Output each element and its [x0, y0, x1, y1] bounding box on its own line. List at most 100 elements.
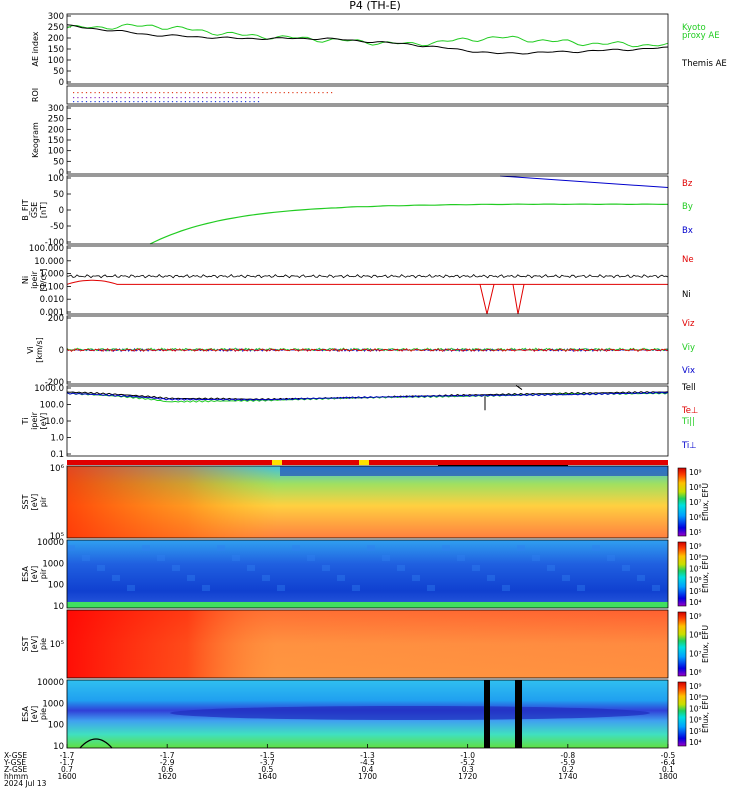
panel-frame	[66, 385, 669, 457]
roi-dot	[300, 92, 303, 94]
data-gap-bar	[484, 680, 490, 748]
roi-dot	[214, 92, 217, 94]
y-tick-label: 250	[48, 23, 64, 33]
panel-ylabel: [eV]	[30, 636, 39, 653]
esa-texture	[562, 575, 570, 581]
roi-dot	[245, 97, 247, 99]
roi-dot	[270, 92, 272, 94]
roi-dot	[245, 92, 247, 94]
roi-dot	[167, 97, 169, 99]
y-tick-label: -200	[45, 378, 64, 388]
roi-dot	[227, 92, 229, 94]
roi-dot	[240, 97, 242, 99]
roi-dot	[107, 97, 109, 99]
x-row-label: X-GSE	[4, 751, 27, 760]
y-tick-label: 0.100	[40, 282, 64, 292]
esa-texture	[427, 585, 435, 591]
roi-dot	[189, 97, 191, 99]
roi-dot	[98, 101, 100, 103]
esa-texture	[322, 565, 330, 571]
esa-texture	[67, 545, 75, 551]
n-series-ne	[66, 274, 669, 279]
colorbar	[677, 681, 687, 747]
y-tick-label: 150	[48, 136, 64, 146]
roi-dot	[253, 92, 255, 94]
roi-dot	[103, 101, 105, 103]
roi-dot	[154, 97, 156, 99]
x-row-label: Z-GSE	[4, 765, 28, 774]
y-tick-label: 50	[53, 190, 64, 200]
esa-texture	[262, 575, 270, 581]
roi-dot	[90, 92, 92, 94]
roi-dot	[77, 92, 79, 94]
roi-dot	[249, 101, 251, 103]
legend-entry: Bz	[682, 179, 693, 189]
roi-dot	[318, 92, 320, 94]
roi-dot	[180, 92, 182, 94]
panel-frame	[66, 315, 669, 385]
roi-dot	[116, 101, 118, 103]
x-tick-label: 0.6	[161, 765, 173, 774]
panel-ylabel: [km/s]	[35, 337, 44, 363]
v-series-2	[66, 348, 669, 352]
colorbar-tick: 10⁷	[689, 498, 702, 507]
esa-texture	[97, 565, 105, 571]
esa-low-band	[67, 602, 668, 608]
esa-texture	[172, 565, 180, 571]
esa-texture	[442, 545, 450, 551]
n-dropout	[479, 284, 495, 315]
panel-ylabel: ESA	[21, 706, 30, 722]
x-tick-label: -0.8	[561, 751, 576, 760]
esa-texture	[592, 545, 600, 551]
roi-dot	[249, 92, 251, 94]
panel-frame	[66, 105, 669, 175]
x-row-label: Y-GSE	[3, 758, 26, 767]
y-tick-label: 250	[48, 115, 64, 125]
legend-entry: Viy	[682, 343, 695, 353]
esa-texture	[382, 555, 390, 561]
panel-ylabel: [nT]	[39, 202, 48, 218]
roi-dot	[141, 97, 143, 99]
panel-ylabel: pir	[39, 568, 48, 579]
roi-dot	[210, 97, 212, 99]
x-tick-label: 0.5	[261, 765, 273, 774]
legend-entry: Ni	[682, 290, 691, 300]
mode-bar-segment	[272, 460, 282, 465]
colorbar-tick: 10⁶	[689, 716, 702, 725]
y-tick-label: 100	[48, 174, 64, 184]
roi-dot	[150, 101, 152, 103]
y-tick-label: 1000.0	[34, 384, 64, 394]
panel-ylabel: ipeir	[30, 270, 39, 288]
roi-dot	[275, 92, 277, 94]
roi-dot	[197, 101, 199, 103]
roi-dot	[141, 101, 143, 103]
legend-entry: Bx	[682, 226, 693, 236]
roi-dot	[257, 97, 260, 99]
colorbar-tick: 10⁹	[689, 682, 702, 691]
x-tick-label: -1.5	[260, 751, 275, 760]
colorbar-tick: 10⁴	[689, 738, 702, 747]
esa-texture	[517, 545, 525, 551]
colorbar-tick: 10⁹	[689, 468, 702, 477]
roi-dot	[81, 97, 83, 99]
panel-ylabel: AE index	[31, 31, 40, 66]
panel-ylabel: Vi	[26, 346, 35, 354]
colorbar-label: Eflux, EFU	[701, 695, 710, 733]
colorbar	[677, 541, 687, 607]
x-tick-label: 1740	[558, 772, 577, 781]
y-tick-label: 200	[48, 314, 64, 324]
roi-dot	[73, 97, 75, 99]
y-tick-label: 1000	[42, 559, 64, 569]
panel-ylabel: pie	[39, 708, 48, 720]
roi-dot	[146, 97, 148, 99]
y-tick-label: 100	[48, 721, 64, 731]
roi-dot	[197, 97, 199, 99]
colorbar-tick: 10⁷	[689, 649, 702, 658]
roi-dot	[180, 101, 182, 103]
y-tick-label: 0	[59, 206, 64, 216]
roi-dot	[202, 101, 204, 103]
roi-dot	[154, 101, 156, 103]
roi-dot	[159, 92, 161, 94]
panel-frame	[66, 13, 669, 85]
